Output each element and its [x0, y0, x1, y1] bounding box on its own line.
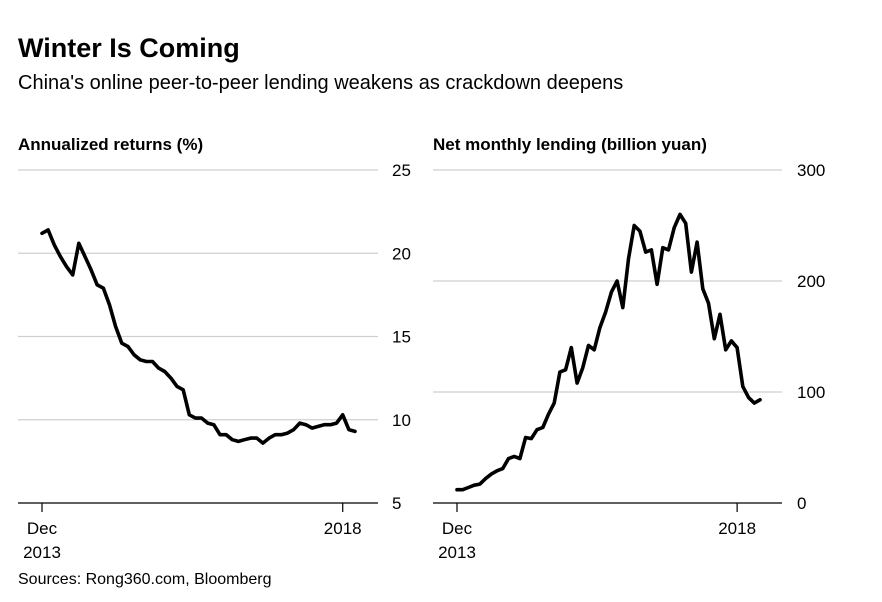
returns-y-tick-label: 15 [392, 328, 411, 347]
chart-title: Winter Is Coming [18, 33, 240, 63]
lending-x-tick-label: 2018 [718, 519, 756, 538]
lending-panel: Net monthly lending (billion yuan) 0 100 20… [433, 135, 825, 562]
lending-y-tick-label: 100 [797, 383, 825, 402]
lending-x-tick-label: Dec 2013 [438, 519, 476, 562]
returns-x-tick-label: 2018 [324, 519, 362, 538]
returns-x-tick-label: Dec 2013 [23, 519, 61, 562]
lending-series-line [455, 212, 762, 492]
lending-y-tick-label: 200 [797, 272, 825, 291]
returns-panel-title: Annualized returns (%) [18, 135, 203, 154]
returns-y-tick-label: 10 [392, 411, 411, 430]
lending-y-tick-label: 300 [797, 161, 825, 180]
returns-series-line [40, 228, 357, 445]
lending-y-tick-label: 0 [797, 494, 806, 513]
chart-subtitle: China's online peer-to-peer lending weak… [18, 72, 624, 94]
source-note: Sources: Rong360.com, Bloomberg [18, 571, 272, 588]
returns-y-tick-label: 20 [392, 244, 411, 263]
returns-panel: Annualized returns (%) 5 10 15 20 25 Dec 2013 20… [18, 135, 411, 562]
returns-y-tick-label: 5 [392, 494, 401, 513]
lending-panel-title: Net monthly lending (billion yuan) [433, 135, 707, 154]
returns-y-tick-label: 25 [392, 161, 411, 180]
